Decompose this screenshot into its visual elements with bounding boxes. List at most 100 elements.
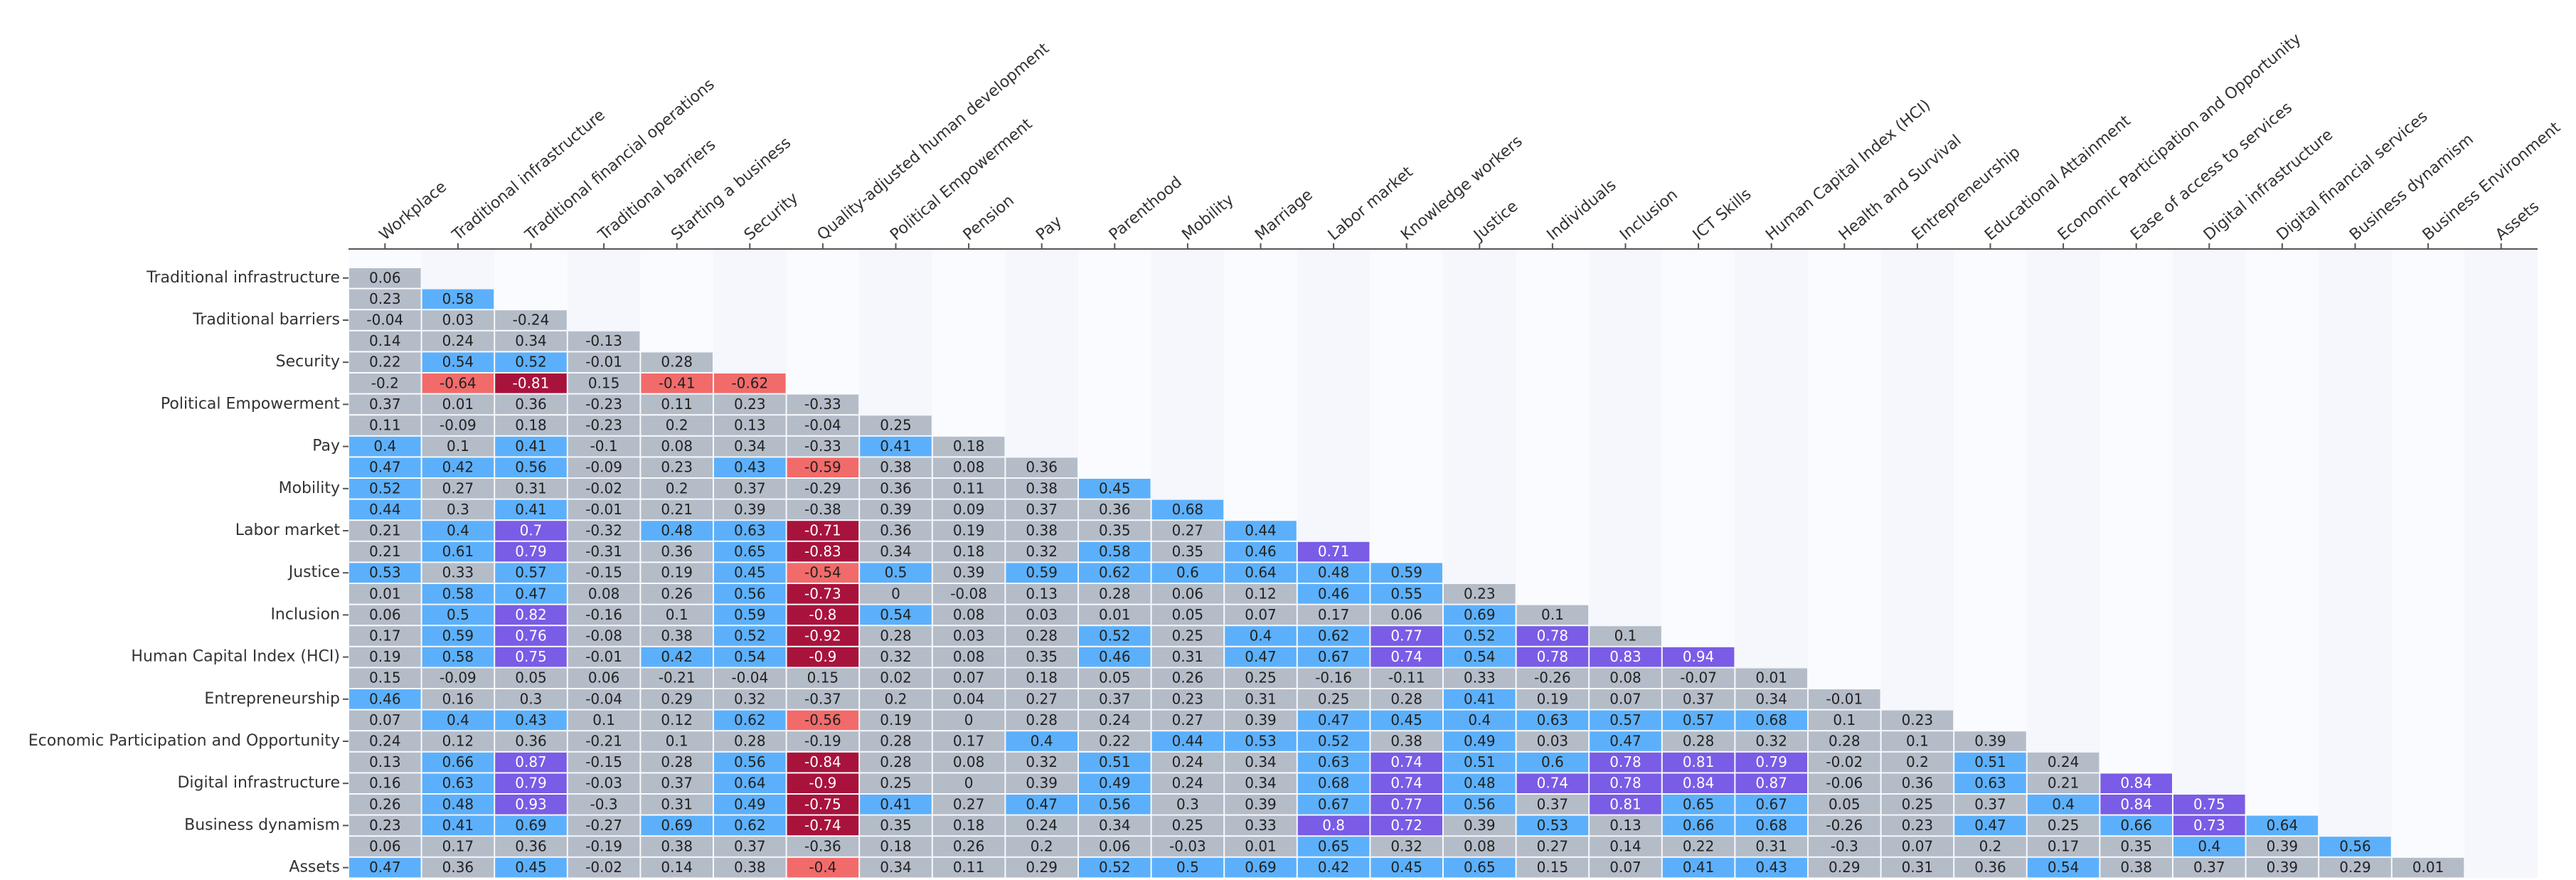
heatmap-cell bbox=[641, 626, 713, 646]
heatmap-cell bbox=[495, 689, 567, 709]
cell-value: 0.25 bbox=[1902, 795, 1934, 812]
heatmap-cell bbox=[1881, 710, 1954, 731]
column-label: Pay bbox=[1033, 213, 1065, 244]
heatmap-cell bbox=[1151, 605, 1224, 625]
cell-value: 0.59 bbox=[1026, 564, 1058, 581]
heatmap-cell bbox=[2027, 837, 2099, 857]
heatmap-cell bbox=[1516, 795, 1589, 815]
cell-value: 0.14 bbox=[661, 859, 693, 876]
heatmap-cell bbox=[1151, 689, 1224, 709]
heatmap-cell bbox=[349, 837, 421, 857]
cell-value: 0.78 bbox=[1537, 627, 1569, 645]
heatmap-cell bbox=[1006, 731, 1077, 751]
heatmap-cell bbox=[787, 710, 859, 731]
heatmap-cell bbox=[860, 647, 932, 667]
cell-value: 0.93 bbox=[515, 795, 547, 812]
heatmap-cell bbox=[932, 563, 1005, 583]
cell-value: 0.78 bbox=[1537, 648, 1569, 665]
heatmap-cell bbox=[860, 689, 932, 709]
heatmap-cell bbox=[422, 479, 494, 499]
heatmap-cell bbox=[1079, 795, 1151, 815]
column-label: Individuals bbox=[1544, 176, 1620, 244]
heatmap-cell bbox=[1297, 563, 1370, 583]
column-band bbox=[2026, 249, 2100, 879]
cell-value: 0.52 bbox=[1318, 733, 1350, 750]
cell-value: 0.62 bbox=[734, 817, 766, 834]
cell-value: 0.65 bbox=[1683, 795, 1715, 812]
heatmap-cell bbox=[1881, 752, 1954, 773]
cell-value: 0.48 bbox=[442, 795, 474, 812]
heatmap-cell bbox=[495, 731, 567, 751]
heatmap-cell bbox=[1297, 795, 1370, 815]
heatmap-cell bbox=[1881, 795, 1954, 815]
cell-value: 0.24 bbox=[1172, 775, 1204, 792]
cell-value: 0.7 bbox=[520, 522, 543, 539]
cell-value: 0.24 bbox=[1099, 711, 1131, 728]
cell-value: 0.8 bbox=[1322, 817, 1345, 834]
cell-value: 0.49 bbox=[1099, 775, 1131, 792]
heatmap-cell bbox=[787, 605, 859, 625]
heatmap-cell bbox=[2100, 795, 2172, 815]
heatmap-cell bbox=[495, 352, 567, 372]
cell-value: 0.75 bbox=[2193, 795, 2225, 812]
heatmap-cell bbox=[1444, 837, 1516, 857]
heatmap-cell bbox=[1735, 689, 1807, 709]
cell-value: 0.77 bbox=[1390, 795, 1422, 812]
column-label: Political Empowerment bbox=[887, 115, 1036, 244]
heatmap-cell bbox=[1590, 773, 1661, 793]
heatmap-cell bbox=[1151, 499, 1224, 520]
heatmap-cell bbox=[641, 605, 713, 625]
cell-value: -0.03 bbox=[585, 775, 622, 792]
heatmap-cell bbox=[1881, 731, 1954, 751]
cell-value: 0.38 bbox=[880, 459, 912, 476]
cell-value: 0.27 bbox=[953, 795, 985, 812]
cell-value: 0.44 bbox=[369, 501, 401, 518]
cell-value: 0.1 bbox=[1906, 733, 1929, 750]
heatmap-cell bbox=[1297, 815, 1370, 836]
heatmap-cell bbox=[1444, 689, 1516, 709]
cell-value: -0.15 bbox=[585, 753, 622, 770]
cell-value: 0.07 bbox=[1245, 606, 1277, 623]
heatmap-cell bbox=[1662, 710, 1735, 731]
heatmap-cell bbox=[495, 710, 567, 731]
cell-value: -0.33 bbox=[804, 396, 841, 413]
heatmap-cell bbox=[422, 310, 494, 330]
cell-value: -0.32 bbox=[585, 522, 622, 539]
heatmap-cell bbox=[422, 331, 494, 351]
cell-value: -0.23 bbox=[585, 417, 622, 434]
cell-value: -0.54 bbox=[804, 564, 841, 581]
cell-value: 0.28 bbox=[1683, 733, 1715, 750]
cell-value: 0.23 bbox=[1464, 585, 1496, 602]
cell-value: 0.18 bbox=[880, 838, 912, 855]
cell-value: 0.37 bbox=[369, 396, 401, 413]
cell-value: 0.4 bbox=[373, 438, 396, 455]
cell-value: 0.07 bbox=[1609, 859, 1641, 876]
heatmap-cell bbox=[1662, 668, 1735, 688]
heatmap-cell bbox=[1151, 795, 1224, 815]
heatmap-cell bbox=[787, 415, 859, 435]
heatmap-cell bbox=[568, 815, 640, 836]
cell-value: -0.09 bbox=[440, 669, 477, 686]
cell-value: 0.32 bbox=[880, 648, 912, 665]
heatmap-cell bbox=[1079, 668, 1151, 688]
cell-value: 0.65 bbox=[1318, 838, 1350, 855]
heatmap-cell bbox=[495, 499, 567, 520]
cell-value: 0.17 bbox=[369, 627, 401, 645]
cell-value: 0.77 bbox=[1390, 627, 1422, 645]
heatmap-cell bbox=[641, 731, 713, 751]
cell-value: 0.34 bbox=[1755, 690, 1787, 707]
cell-value: 0.63 bbox=[442, 775, 474, 792]
cell-value: 0.27 bbox=[1172, 711, 1204, 728]
heatmap-cell bbox=[860, 415, 932, 435]
heatmap-cell bbox=[1809, 731, 1880, 751]
cell-value: 0.39 bbox=[953, 564, 985, 581]
heatmap-cell bbox=[568, 773, 640, 793]
cell-value: 0.61 bbox=[442, 543, 474, 560]
cell-value: 0.45 bbox=[1099, 479, 1131, 497]
cell-value: -0.9 bbox=[809, 648, 836, 665]
cell-value: 0.15 bbox=[588, 374, 620, 391]
heatmap-cell bbox=[1662, 731, 1735, 751]
cell-value: -0.07 bbox=[1680, 669, 1717, 686]
heatmap-cell bbox=[787, 773, 859, 793]
heatmap-cell bbox=[787, 584, 859, 604]
